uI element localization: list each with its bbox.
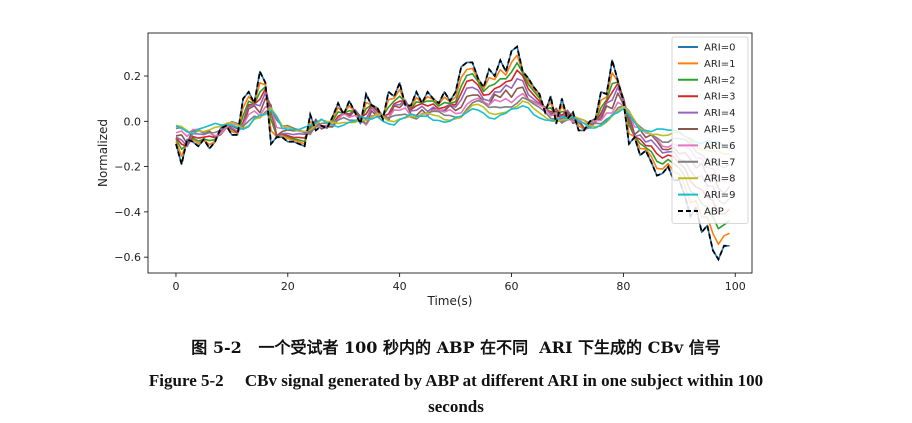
y-tick-label: −0.4 bbox=[114, 206, 141, 219]
caption-chinese: 图 5-2 一个受试者 100 秒内的 ABP 在不同 ARI 下生成的 CBv… bbox=[191, 338, 721, 357]
series-line-ari-4 bbox=[175, 77, 731, 205]
y-tick-label: 0.2 bbox=[124, 70, 142, 83]
legend-label: ARI=8 bbox=[704, 174, 735, 185]
x-tick-label: 0 bbox=[172, 280, 179, 293]
x-axis-title: Time(s) bbox=[427, 294, 473, 308]
caption-english-line1: Figure 5-2 CBv signal generated by ABP a… bbox=[148, 371, 764, 390]
series-line-ari-5 bbox=[175, 86, 731, 195]
y-tick-label: 0.0 bbox=[124, 115, 142, 128]
plot-area-frame bbox=[147, 32, 753, 274]
legend-label: ARI=3 bbox=[704, 92, 735, 103]
x-tick-label: 100 bbox=[725, 280, 746, 293]
y-tick-label: −0.6 bbox=[114, 251, 141, 264]
y-tick-label: −0.2 bbox=[114, 161, 141, 174]
series-line-ari-1 bbox=[175, 54, 730, 246]
legend-label: ARI=1 bbox=[704, 59, 735, 70]
series-line-abp bbox=[175, 44, 730, 262]
legend-label: ARI=0 bbox=[704, 43, 735, 54]
series-layer bbox=[175, 44, 731, 262]
x-tick-label: 60 bbox=[505, 280, 519, 293]
legend-label: ARI=9 bbox=[704, 190, 735, 201]
legend: ARI=0 ARI=1 ARI=2 ARI=3 ARI=4 ARI=5 ARI=6 ARI=7… bbox=[671, 36, 749, 224]
legend-label: ARI=5 bbox=[704, 125, 735, 136]
caption-english-line2: seconds bbox=[428, 397, 484, 416]
ticks-layer: 0 20 40 60 80 100 −0.6 −0.4 −0.2 0.0 0.2 bbox=[114, 70, 745, 293]
legend-label: ARI=6 bbox=[704, 141, 735, 152]
cbv-line-chart: 0 20 40 60 80 100 −0.6 −0.4 −0.2 0.0 0.2 Time(s) N… bbox=[96, 32, 753, 308]
x-tick-label: 80 bbox=[616, 280, 630, 293]
legend-label: ARI=2 bbox=[704, 75, 735, 86]
x-tick-label: 20 bbox=[281, 280, 295, 293]
x-tick-label: 40 bbox=[393, 280, 407, 293]
legend-box bbox=[671, 36, 749, 224]
legend-label: ARI=7 bbox=[704, 157, 735, 168]
legend-label: ARI=4 bbox=[704, 108, 735, 119]
legend-label: ABP bbox=[704, 207, 724, 218]
y-axis-title: Normalized bbox=[96, 119, 110, 187]
